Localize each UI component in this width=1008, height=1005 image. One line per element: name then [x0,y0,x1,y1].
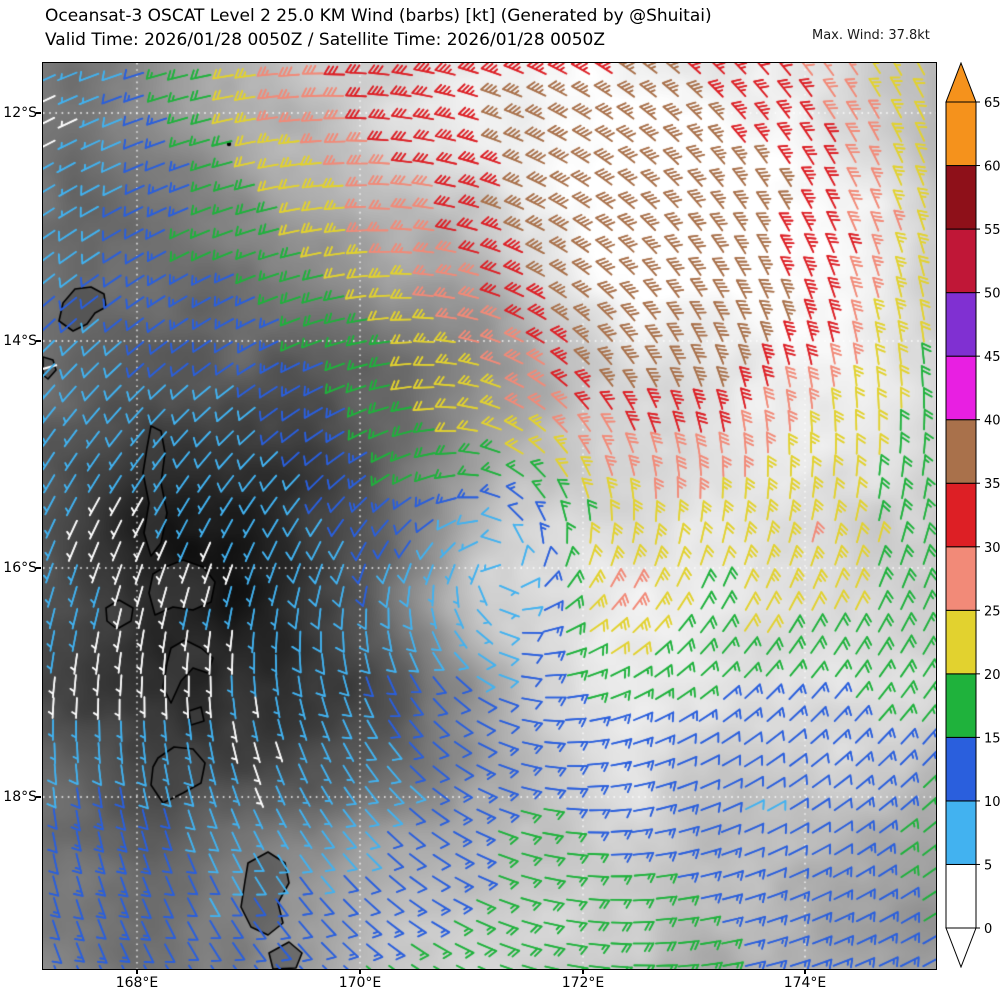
lat-tick-mark [36,112,41,114]
colorbar-bin-40-45 [945,355,977,421]
colorbar-bin-45-50 [945,292,977,357]
colorbar-tick-label: 0 [984,922,992,937]
colorbar-tick-label: 45 [984,350,1001,365]
page-title: Oceansat-3 OSCAT Level 2 25.0 KM Wind (b… [45,6,712,26]
lon-tick-mark [359,969,361,974]
colorbar-tick-label: 30 [984,541,1001,556]
colorbar-tick-label: 55 [984,223,1001,238]
colorbar-bin-35-40 [945,419,977,484]
colorbar-bin-50-55 [945,228,977,294]
lat-tick-label: 16°S [3,560,37,576]
colorbar-tick-label: 25 [984,604,1001,619]
lon-tick-label: 170°E [338,975,382,991]
colorbar-tick-label: 65 [984,96,1001,111]
lat-tick-label: 14°S [3,333,37,349]
colorbar-tick-label: 10 [984,795,1001,810]
colorbar-bin-30-35 [945,482,977,548]
lon-tick-mark [804,969,806,974]
colorbar-bin-55-60 [945,165,977,230]
colorbar-tick-label: 40 [984,414,1001,429]
colorbar-bin-20-25 [945,609,977,675]
lon-tick-label: 174°E [783,975,827,991]
lat-tick-mark [36,340,41,342]
colorbar-over-arrow [945,62,977,103]
lon-tick-mark [582,969,584,974]
lon-tick-label: 172°E [561,975,605,991]
lat-tick-label: 18°S [3,789,37,805]
colorbar-under-arrow [945,927,977,968]
lat-tick-mark [36,796,41,798]
lon-tick-mark [136,969,138,974]
colorbar-bin-15-20 [945,673,977,738]
valid-time-label: Valid Time: 2026/01/28 0050Z / Satellite… [45,30,605,50]
colorbar: 0 5 10 15 20 25 30 35 40 45 50 55 60 65 [945,62,1001,968]
colorbar-tick-label: 20 [984,668,1001,683]
lat-tick-label: 12°S [3,105,37,121]
colorbar-tick-label: 60 [984,160,1001,175]
colorbar-tick-label: 5 [984,858,992,873]
map-frame [42,62,937,970]
lon-tick-label: 168°E [115,975,159,991]
colorbar-bin-10-15 [945,736,977,802]
max-wind-label: Max. Wind: 37.8kt [812,28,930,43]
colorbar-tick-label: 15 [984,731,1001,746]
colorbar-bin-60-65 [945,101,977,167]
colorbar-bin-5-10 [945,800,977,865]
lat-tick-mark [36,567,41,569]
colorbar-bin-0-5 [945,863,977,929]
colorbar-bin-25-30 [945,546,977,611]
satellite-wind-map [43,63,936,969]
colorbar-tick-label: 50 [984,287,1001,302]
colorbar-tick-label: 35 [984,477,1001,492]
